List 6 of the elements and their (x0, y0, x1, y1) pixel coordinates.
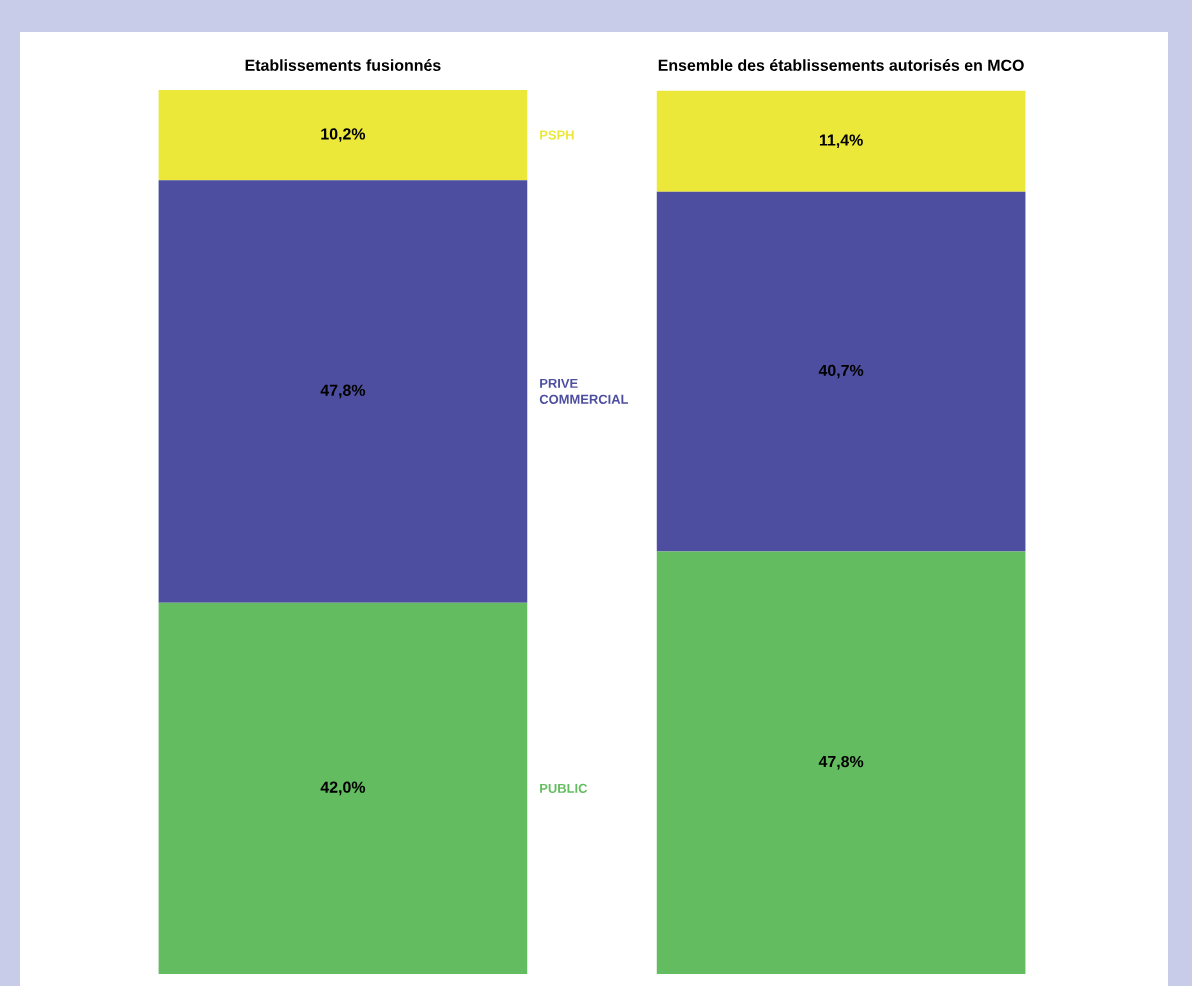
bar (656, 191, 1026, 552)
bar (158, 89, 528, 181)
bar (158, 180, 528, 603)
bar (656, 551, 1026, 974)
bar (656, 90, 1026, 192)
bar (158, 602, 528, 974)
